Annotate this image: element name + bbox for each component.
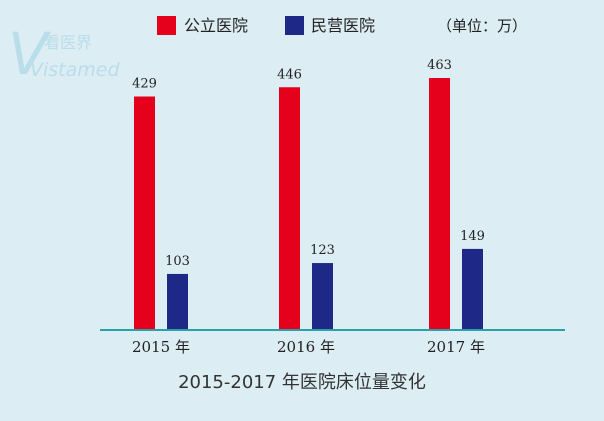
bars-layer: 429 103 2015 年 446 123 2016 年 463 149 2017 年 bbox=[132, 58, 485, 356]
value-label-private-0: 103 bbox=[165, 254, 190, 269]
bar-public-0 bbox=[134, 96, 155, 330]
bar-private-0 bbox=[167, 273, 188, 330]
value-label-public-1: 446 bbox=[277, 67, 302, 82]
value-label-public-2: 463 bbox=[427, 58, 452, 73]
category-label-1: 2016 年 bbox=[277, 338, 335, 356]
value-label-public-0: 429 bbox=[132, 77, 157, 92]
legend: 公立医院 民营医院 bbox=[157, 16, 375, 35]
chart-title: 2015-2017 年医院床位量变化 bbox=[178, 372, 426, 393]
legend-swatch-public bbox=[157, 16, 176, 35]
watermark-brand-cn: 看医界 bbox=[44, 33, 92, 52]
legend-label-public: 公立医院 bbox=[184, 16, 248, 35]
bar-private-1 bbox=[312, 263, 333, 330]
watermark-logo: V 看医界 Vistamed bbox=[8, 20, 120, 88]
watermark-logo-letter: V bbox=[8, 20, 52, 88]
value-label-private-1: 123 bbox=[310, 243, 335, 258]
bar-public-1 bbox=[279, 87, 300, 330]
category-label-2: 2017 年 bbox=[427, 338, 485, 356]
legend-swatch-private bbox=[285, 16, 304, 35]
bar-private-2 bbox=[462, 248, 483, 330]
watermark-brand-en: Vistamed bbox=[30, 59, 120, 81]
bar-public-2 bbox=[429, 78, 450, 330]
category-label-0: 2015 年 bbox=[132, 338, 190, 356]
unit-label: （单位：万） bbox=[437, 17, 527, 35]
legend-label-private: 民营医院 bbox=[311, 16, 375, 35]
value-label-private-2: 149 bbox=[460, 229, 485, 244]
